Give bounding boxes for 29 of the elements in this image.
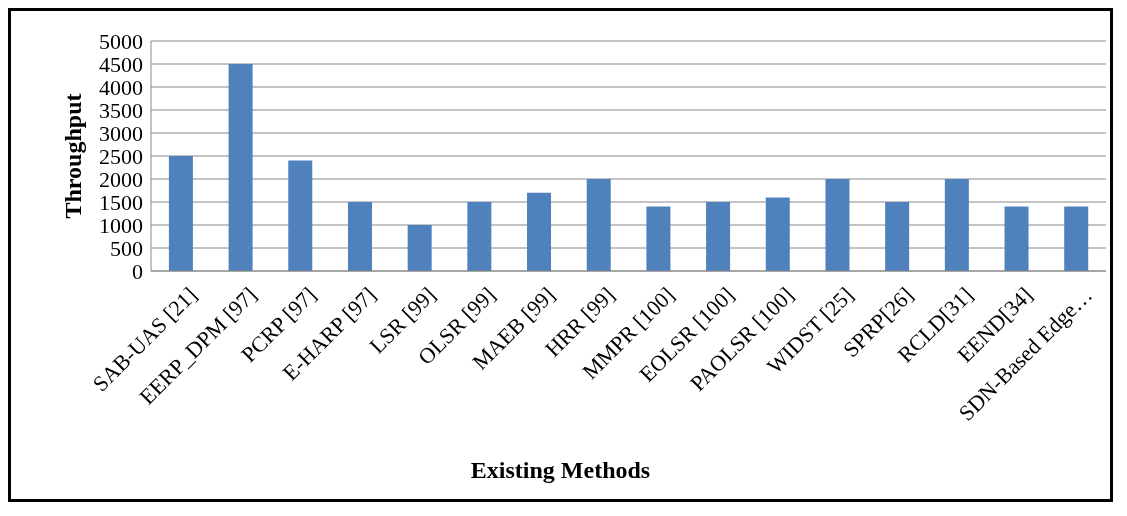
- y-tick-label: 500: [110, 235, 143, 261]
- bar: [646, 206, 671, 271]
- bar: [288, 160, 313, 271]
- bar: [944, 179, 969, 271]
- y-tick-label: 5000: [99, 28, 143, 54]
- bar: [228, 64, 253, 271]
- bar: [407, 225, 432, 271]
- y-tick-label: 2000: [99, 166, 143, 192]
- bar: [765, 197, 790, 271]
- bar: [467, 202, 492, 271]
- bar: [1004, 206, 1029, 271]
- y-tick-label: 4000: [99, 74, 143, 100]
- y-axis-title: Throughput: [59, 93, 87, 219]
- bar: [706, 202, 731, 271]
- bar: [586, 179, 611, 271]
- y-tick-label: 4500: [99, 51, 143, 77]
- y-tick-label: 2500: [99, 143, 143, 169]
- bar: [527, 192, 552, 271]
- y-tick-label: 3000: [99, 120, 143, 146]
- y-tick-label: 1000: [99, 212, 143, 238]
- bar: [168, 156, 193, 271]
- bar: [347, 202, 372, 271]
- y-tick-label: 0: [132, 258, 143, 284]
- y-tick-label: 3500: [99, 97, 143, 123]
- x-axis-title: Existing Methods: [469, 457, 652, 484]
- y-tick-label: 1500: [99, 189, 143, 215]
- bar: [885, 202, 910, 271]
- bar: [1064, 206, 1089, 271]
- bar: [825, 179, 850, 271]
